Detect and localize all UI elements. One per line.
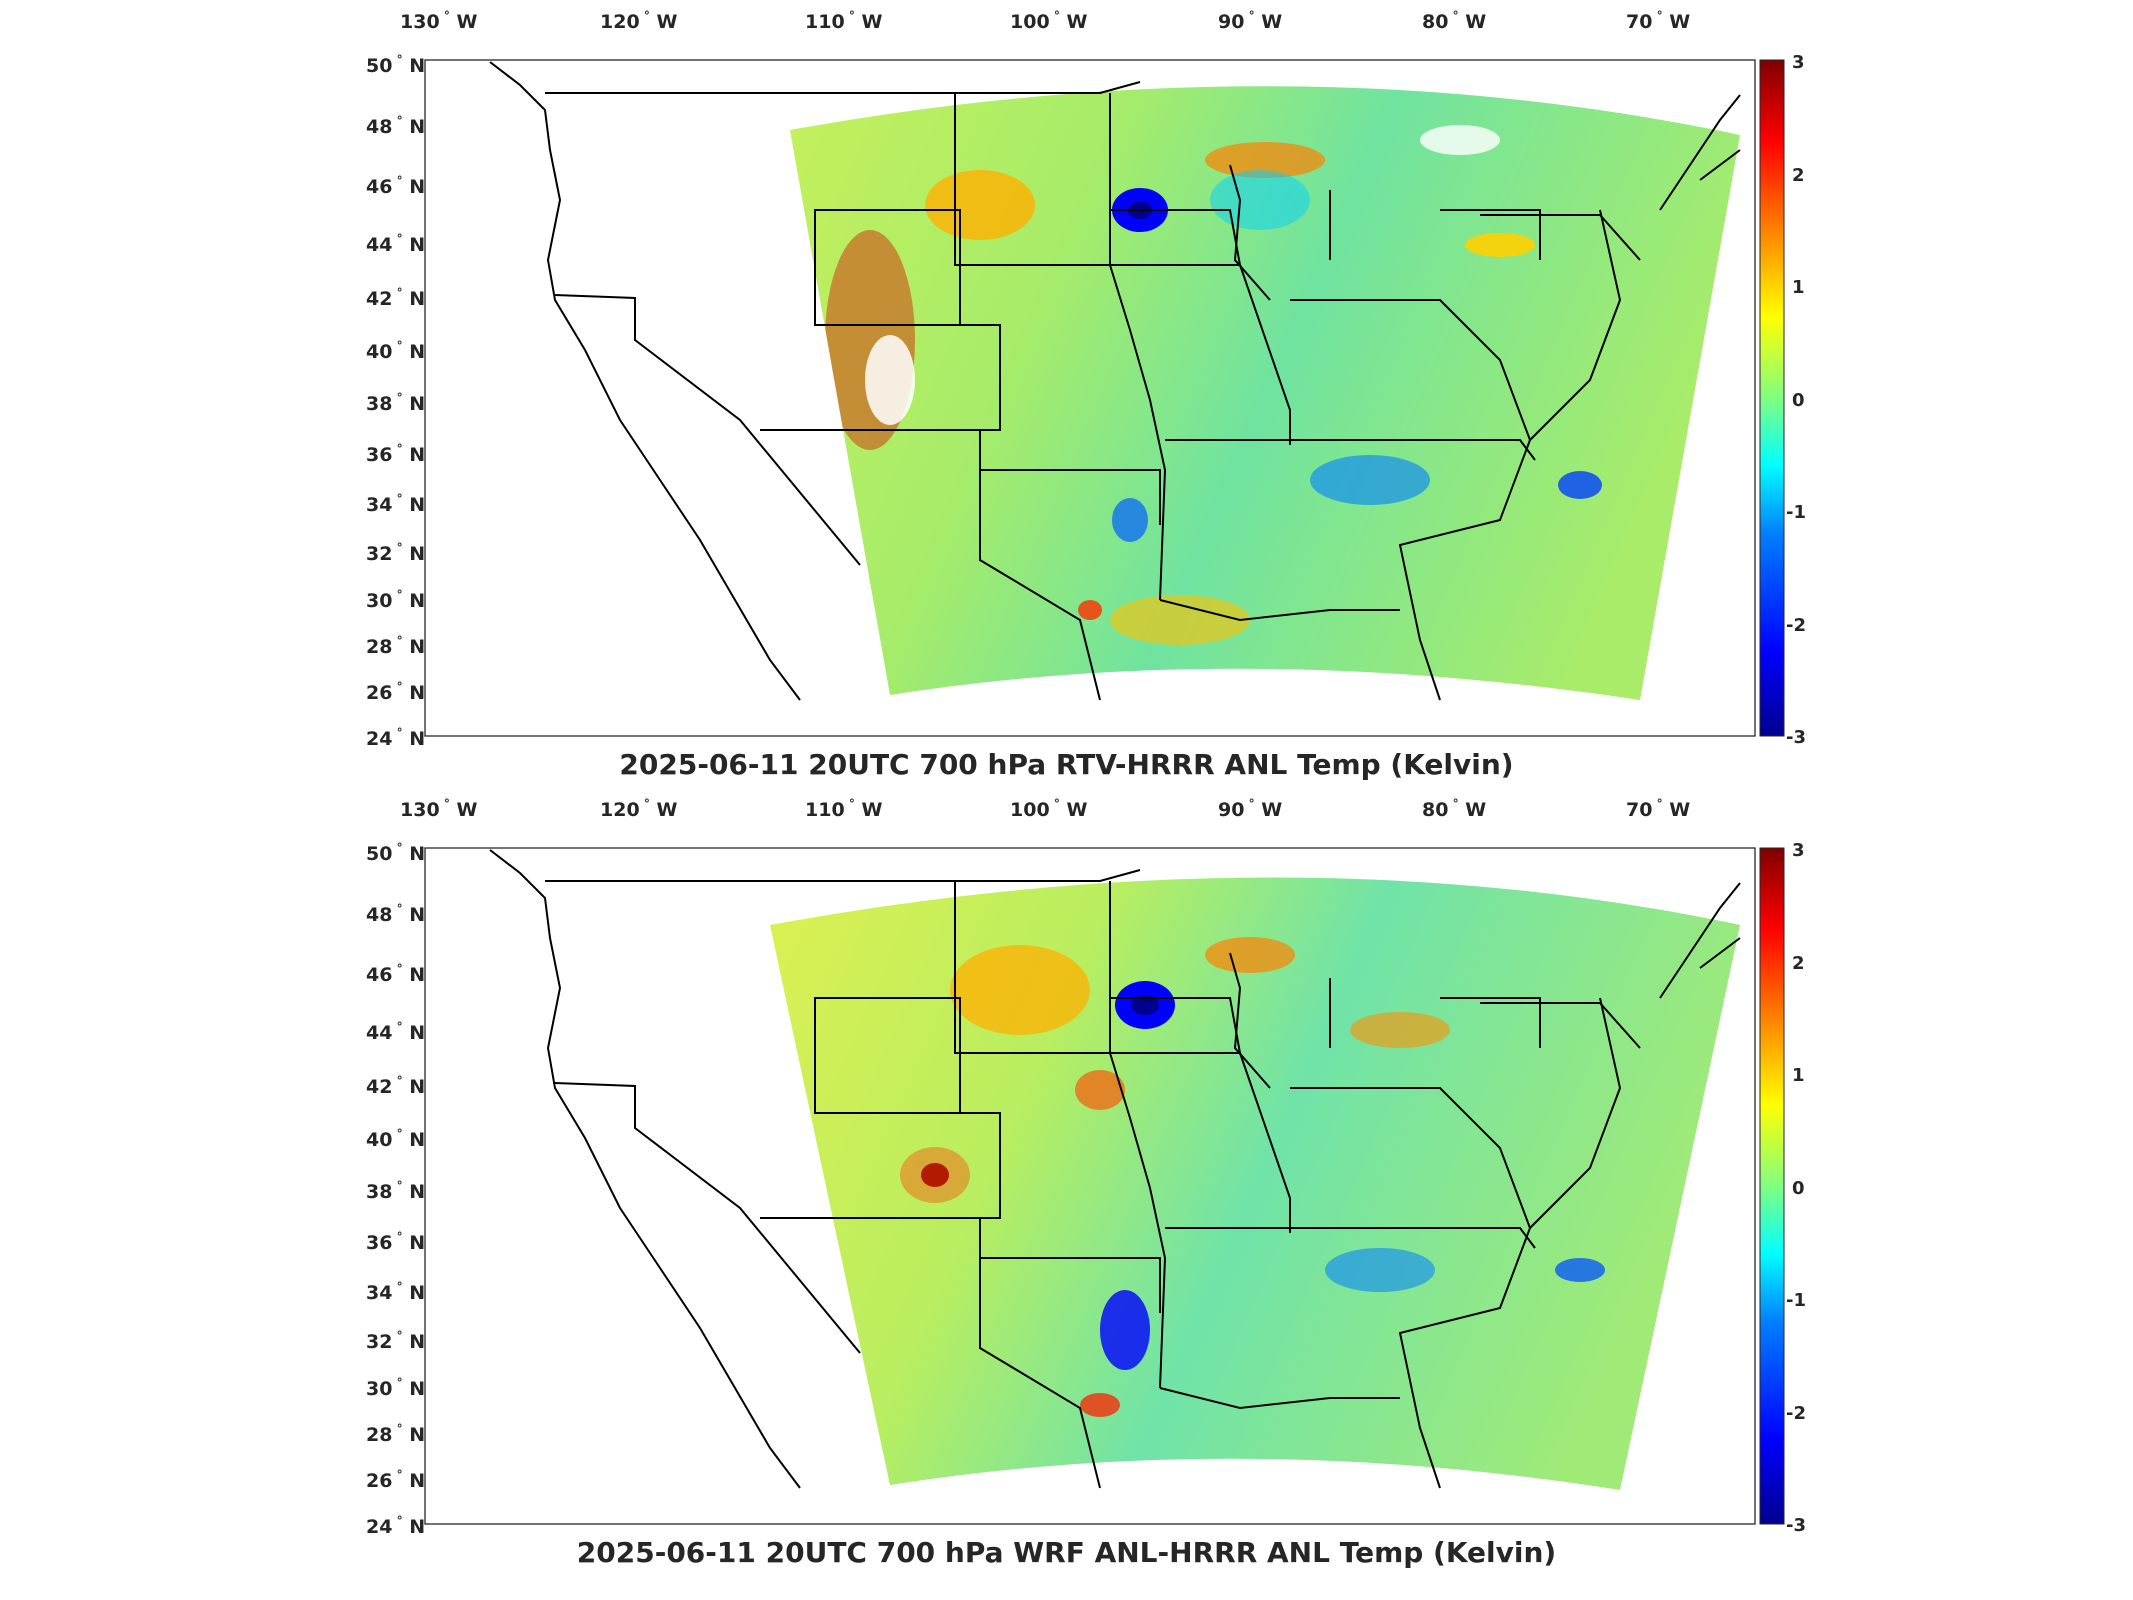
colorbar-tick: -2: [1786, 615, 1806, 636]
lon-label: 80 ° W: [1422, 797, 1486, 821]
lat-label: 36 ° N: [366, 442, 425, 466]
lat-label: 48 ° N: [366, 114, 425, 138]
colorbar-tick: 3: [1792, 52, 1805, 73]
lon-label: 90 ° W: [1218, 9, 1282, 33]
colorbar-tick: -3: [1786, 1515, 1806, 1536]
colorbar-tick: -3: [1786, 727, 1806, 748]
lat-label: 46 ° N: [366, 174, 425, 198]
map-panel-top: 3 2 1 0 -1 -2 -3 130 ° W 120 ° W 110 ° W…: [366, 9, 1806, 750]
lon-label: 100 ° W: [1010, 797, 1087, 821]
colorbar-tick: 1: [1792, 1065, 1805, 1086]
lat-label: 38 ° N: [366, 1179, 425, 1203]
colorbar: [1759, 847, 1785, 1525]
latitude-labels: 50 ° N 48 ° N 46 ° N 44 ° N 42 ° N 40 ° …: [366, 53, 425, 750]
colorbar-tick: 0: [1792, 1178, 1805, 1199]
lon-label: 80 ° W: [1422, 9, 1486, 33]
lon-label: 90 ° W: [1218, 797, 1282, 821]
lon-label: 100 ° W: [1010, 9, 1087, 33]
lat-label: 30 ° N: [366, 588, 425, 612]
lat-label: 50 ° N: [366, 841, 425, 865]
lon-label: 120 ° W: [600, 9, 677, 33]
lat-label: 46 ° N: [366, 962, 425, 986]
panel-title: 2025-06-11 20UTC 700 hPa RTV-HRRR ANL Te…: [619, 748, 1514, 781]
colorbar-tick: 1: [1792, 277, 1805, 298]
lat-label: 26 ° N: [366, 680, 425, 704]
lat-label: 26 ° N: [366, 1468, 425, 1492]
latitude-labels: 50 ° N 48 ° N 46 ° N 44 ° N 42 ° N 40 ° …: [366, 841, 425, 1538]
lat-label: 24 ° N: [366, 726, 425, 750]
lat-label: 32 ° N: [366, 1329, 425, 1353]
lon-label: 120 ° W: [600, 797, 677, 821]
colorbar-tick: 2: [1792, 165, 1805, 186]
longitude-labels: 130 ° W 120 ° W 110 ° W 100 ° W 90 ° W 8…: [400, 9, 1690, 33]
colorbar: [1759, 59, 1785, 737]
lat-label: 42 ° N: [366, 1074, 425, 1098]
lat-label: 48 ° N: [366, 902, 425, 926]
lat-label: 32 ° N: [366, 541, 425, 565]
lon-label: 70 ° W: [1626, 797, 1690, 821]
country-state-borders: [489, 849, 1741, 1489]
lat-label: 28 ° N: [366, 634, 425, 658]
temperature-field: [770, 877, 1740, 1490]
colorbar-tick: -1: [1786, 1290, 1806, 1311]
lon-label: 70 ° W: [1626, 9, 1690, 33]
lat-label: 30 ° N: [366, 1376, 425, 1400]
lat-label: 34 ° N: [366, 1280, 425, 1304]
temperature-field: [790, 86, 1740, 701]
colorbar-tick: -1: [1786, 502, 1806, 523]
colorbar-tick: 0: [1792, 390, 1805, 411]
colorbar-tick: -2: [1786, 1403, 1806, 1424]
map-panel-bottom: 3 2 1 0 -1 -2 -3 130 ° W 120 ° W 110 ° W…: [366, 797, 1806, 1538]
country-state-borders: [489, 61, 1741, 701]
colorbar-tick: 2: [1792, 953, 1805, 974]
lon-label: 130 ° W: [400, 797, 477, 821]
lon-label: 110 ° W: [805, 9, 882, 33]
lat-label: 50 ° N: [366, 53, 425, 77]
longitude-labels: 130 ° W 120 ° W 110 ° W 100 ° W 90 ° W 8…: [400, 797, 1690, 821]
lat-label: 36 ° N: [366, 1230, 425, 1254]
lat-label: 34 ° N: [366, 492, 425, 516]
panel-bottom: 3 2 1 0 -1 -2 -3 130 ° W 120 ° W 110 ° W…: [0, 790, 2133, 1590]
lat-label: 44 ° N: [366, 232, 425, 256]
panel-title: 2025-06-11 20UTC 700 hPa WRF ANL-HRRR AN…: [576, 1536, 1557, 1569]
colorbar-tick: 3: [1792, 840, 1805, 861]
lat-label: 40 ° N: [366, 1127, 425, 1151]
lat-label: 44 ° N: [366, 1020, 425, 1044]
colorbar-ticks: 3 2 1 0 -1 -2 -3: [1786, 840, 1806, 1536]
lat-label: 28 ° N: [366, 1422, 425, 1446]
panel-top: 3 2 1 0 -1 -2 -3 130 ° W 120 ° W 110 ° W…: [366, 9, 1806, 781]
lat-label: 42 ° N: [366, 286, 425, 310]
lon-label: 130 ° W: [400, 9, 477, 33]
colorbar-ticks: 3 2 1 0 -1 -2 -3: [1786, 52, 1806, 748]
lat-label: 38 ° N: [366, 391, 425, 415]
lon-label: 110 ° W: [805, 797, 882, 821]
lat-label: 40 ° N: [366, 339, 425, 363]
lat-label: 24 ° N: [366, 1514, 425, 1538]
